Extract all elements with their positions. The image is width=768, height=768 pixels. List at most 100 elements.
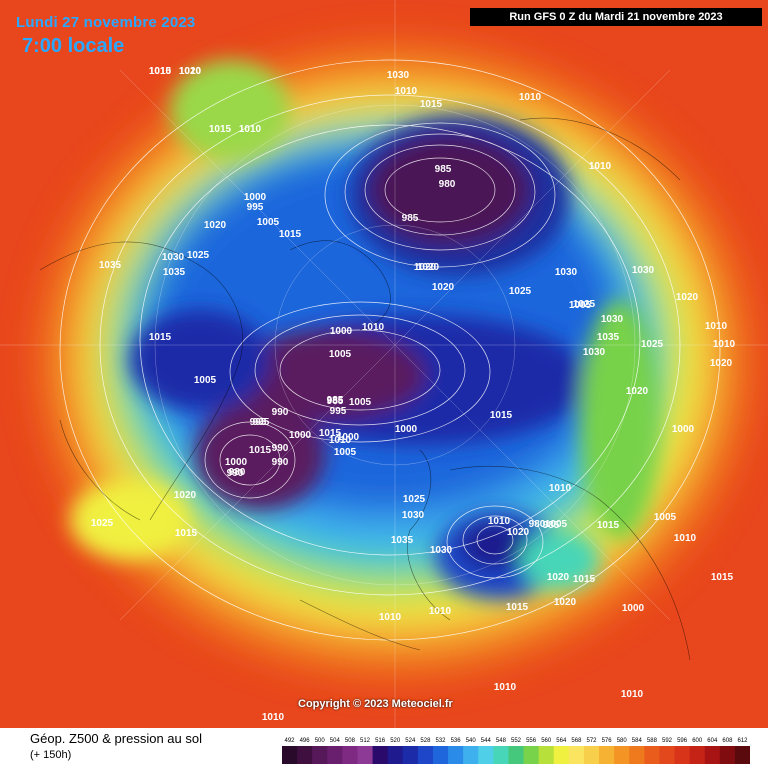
legend-tick-label: 508 bbox=[345, 738, 356, 744]
pressure-label: 1020 bbox=[174, 490, 197, 501]
legend-tick-label: 540 bbox=[466, 738, 477, 744]
legend-swatch bbox=[704, 746, 721, 764]
legend-tick-label: 604 bbox=[707, 738, 718, 744]
pressure-label: 1015 bbox=[490, 410, 513, 421]
pressure-label: 1025 bbox=[187, 250, 210, 261]
legend-swatch bbox=[674, 746, 691, 764]
legend-tick-label: 500 bbox=[315, 738, 326, 744]
legend-tick-label: 504 bbox=[330, 738, 341, 744]
copyright-notice: Copyright © 2023 Meteociel.fr bbox=[298, 698, 453, 710]
pressure-label: 1035 bbox=[163, 267, 186, 278]
isobars bbox=[59, 59, 721, 641]
pressure-label: 995 bbox=[253, 417, 270, 428]
legend-swatch bbox=[719, 746, 736, 764]
legend-swatch bbox=[614, 746, 630, 764]
legend-tick-label: 592 bbox=[662, 738, 673, 744]
pressure-label: 1030 bbox=[601, 314, 624, 325]
pressure-label: 1000 bbox=[395, 424, 418, 435]
legend-swatch bbox=[297, 746, 313, 764]
pressure-label: 1020 bbox=[507, 527, 530, 538]
legend-swatch bbox=[644, 746, 660, 764]
pressure-label: 1020 bbox=[432, 282, 455, 293]
legend-swatch bbox=[417, 746, 434, 764]
legend-tick-label: 528 bbox=[420, 738, 431, 744]
pressure-label: 1015 bbox=[149, 332, 172, 343]
legend-swatch bbox=[659, 746, 675, 764]
legend-tick-label: 536 bbox=[451, 738, 462, 744]
pressure-label: 1010 bbox=[705, 321, 728, 332]
legend-tick-label: 556 bbox=[526, 738, 537, 744]
pressure-label: 1025 bbox=[573, 299, 596, 310]
pressure-label: 1015 bbox=[506, 602, 529, 613]
pressure-label: 1020 bbox=[204, 220, 227, 231]
legend-swatch bbox=[432, 746, 449, 764]
pressure-label: 1015 bbox=[711, 572, 734, 583]
pressure-label: 1020 bbox=[414, 262, 437, 273]
pressure-label: 1010 bbox=[329, 435, 352, 446]
pressure-label: 1025 bbox=[509, 286, 532, 297]
map-title: Géop. Z500 & pression au sol bbox=[30, 731, 202, 746]
legend-tick-label: 520 bbox=[390, 738, 401, 744]
pressure-label: 1030 bbox=[402, 510, 425, 521]
pressure-label: 1025 bbox=[403, 494, 426, 505]
legend-tick-label: 576 bbox=[602, 738, 613, 744]
pressure-label: 1015 bbox=[209, 124, 232, 135]
pressure-label: 1000 bbox=[225, 457, 248, 468]
pressure-label: 1005 bbox=[194, 375, 217, 386]
legend-tick-label: 572 bbox=[586, 738, 597, 744]
legend-tick-label: 532 bbox=[435, 738, 446, 744]
legend-tick-label: 544 bbox=[481, 738, 492, 744]
legend-swatch bbox=[523, 746, 540, 764]
pressure-label: 990 bbox=[227, 468, 244, 479]
pressure-label: 1030 bbox=[583, 347, 606, 358]
pressure-label: 1020 bbox=[554, 597, 577, 608]
pressure-label: 1020 bbox=[417, 262, 440, 273]
legend-swatch bbox=[493, 746, 509, 764]
legend-swatch bbox=[734, 746, 750, 764]
pressure-label: 1020 bbox=[710, 358, 733, 369]
pressure-label: 1010 bbox=[262, 712, 285, 723]
pressure-label: 1005 bbox=[654, 512, 677, 523]
legend-tick-label: 492 bbox=[284, 738, 295, 744]
legend-swatch bbox=[629, 746, 645, 764]
pressure-label: 1000 bbox=[244, 192, 267, 203]
pressure-label: 1010 bbox=[549, 483, 572, 494]
pressure-label: 995 bbox=[330, 406, 347, 417]
pressure-label: 1010 bbox=[494, 682, 517, 693]
pressure-label: 1020 bbox=[626, 386, 649, 397]
legend-tick-label: 580 bbox=[617, 738, 628, 744]
pressure-label: 1005 bbox=[349, 397, 372, 408]
pressure-label: 1000 bbox=[330, 326, 353, 337]
coastlines bbox=[39, 117, 691, 661]
pressure-label: 1025 bbox=[91, 518, 114, 529]
legend-swatch bbox=[312, 746, 328, 764]
geopotential-map: 1010 101010101015101010001005102010159951… bbox=[0, 0, 768, 728]
legend-tick-label: 552 bbox=[511, 738, 522, 744]
pressure-label: 1025 bbox=[641, 339, 664, 350]
pressure-label: 1010 bbox=[179, 66, 202, 77]
legend-tick-label: 560 bbox=[541, 738, 552, 744]
legend-tick-label: 524 bbox=[405, 738, 416, 744]
forecast-local-time: 7:00 locale bbox=[22, 35, 125, 57]
legend-swatch bbox=[448, 746, 464, 764]
pressure-label: 980 bbox=[439, 179, 456, 190]
pressure-label: 1000 bbox=[622, 603, 645, 614]
pressure-label: 985 bbox=[435, 164, 452, 175]
pressure-label: 1035 bbox=[391, 535, 414, 546]
legend-tick-label: 568 bbox=[571, 738, 582, 744]
legend-swatch bbox=[538, 746, 555, 764]
pressure-label: 1010 bbox=[149, 66, 172, 77]
pressure-label: 1035 bbox=[99, 260, 122, 271]
pressure-label: 980 bbox=[229, 467, 246, 478]
legend-tick-label: 588 bbox=[647, 738, 658, 744]
legend-tick-label: 612 bbox=[737, 738, 748, 744]
forecast-date: Lundi 27 novembre 2023 bbox=[16, 14, 196, 31]
legend-tick-label: 548 bbox=[496, 738, 507, 744]
legend-swatch bbox=[508, 746, 524, 764]
pressure-label: 1000 bbox=[337, 432, 360, 443]
pressure-label: 1005 bbox=[569, 300, 592, 311]
pressure-label: 1010 bbox=[713, 339, 736, 350]
legend-swatch bbox=[342, 746, 358, 764]
pressure-label: 1005 bbox=[334, 447, 357, 458]
